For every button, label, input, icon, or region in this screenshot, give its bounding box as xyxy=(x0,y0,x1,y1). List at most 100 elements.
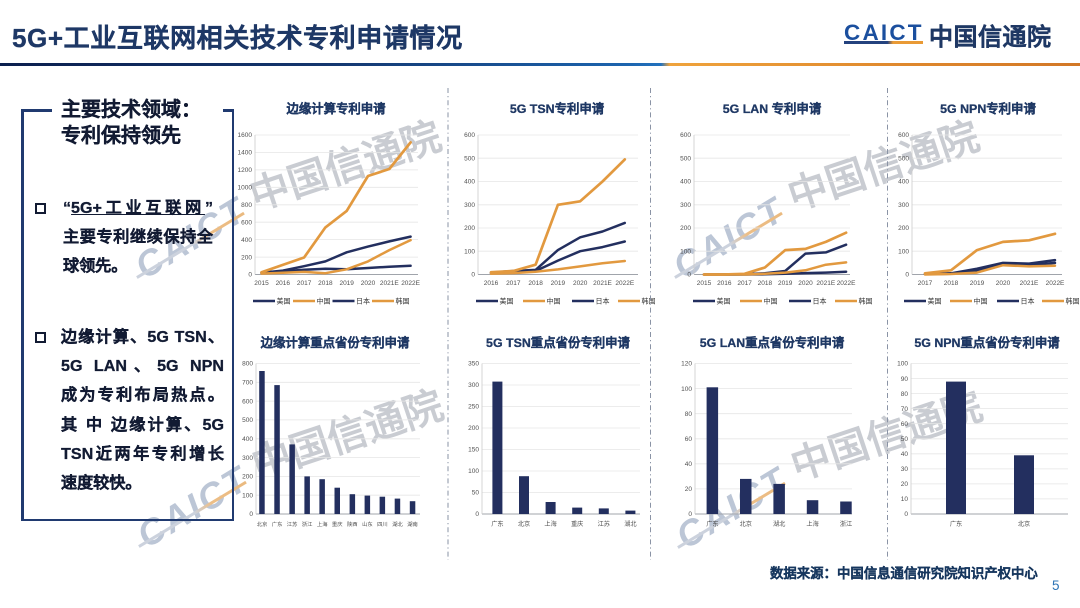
svg-text:中国: 中国 xyxy=(974,297,988,306)
svg-text:120: 120 xyxy=(681,361,692,368)
svg-text:700: 700 xyxy=(242,380,253,387)
svg-text:2016: 2016 xyxy=(484,280,499,287)
svg-text:2022E: 2022E xyxy=(615,280,634,287)
svg-text:湖北: 湖北 xyxy=(773,520,786,528)
svg-text:美国: 美国 xyxy=(500,297,514,306)
svg-text:2021E: 2021E xyxy=(816,280,835,287)
svg-text:200: 200 xyxy=(242,474,253,481)
svg-text:200: 200 xyxy=(241,254,252,261)
svg-text:2018: 2018 xyxy=(528,280,543,287)
svg-text:广东: 广东 xyxy=(272,520,283,528)
svg-text:边缘计算专利申请: 边缘计算专利申请 xyxy=(285,101,386,116)
svg-text:四川: 四川 xyxy=(377,521,388,528)
svg-text:2020: 2020 xyxy=(798,280,813,287)
svg-text:2017: 2017 xyxy=(297,280,312,287)
svg-text:韩国: 韩国 xyxy=(396,297,410,306)
svg-text:2016: 2016 xyxy=(717,280,732,287)
svg-text:湖北: 湖北 xyxy=(392,520,403,528)
svg-text:江苏: 江苏 xyxy=(287,520,298,528)
svg-text:2017: 2017 xyxy=(737,280,752,287)
svg-text:300: 300 xyxy=(242,455,253,462)
svg-text:2015: 2015 xyxy=(254,280,269,287)
svg-text:2022E: 2022E xyxy=(401,280,420,287)
svg-text:5G NPN重点省份专利申请: 5G NPN重点省份专利申请 xyxy=(914,335,1060,350)
svg-text:800: 800 xyxy=(242,361,253,368)
svg-text:100: 100 xyxy=(897,361,908,368)
svg-text:0: 0 xyxy=(475,511,479,518)
svg-text:浙江: 浙江 xyxy=(840,520,852,528)
svg-text:0: 0 xyxy=(904,511,908,518)
svg-text:2020: 2020 xyxy=(996,280,1011,287)
svg-text:中国: 中国 xyxy=(317,297,331,306)
svg-text:2018: 2018 xyxy=(944,280,959,287)
svg-text:60: 60 xyxy=(685,436,693,443)
svg-text:200: 200 xyxy=(898,225,909,232)
svg-text:北京: 北京 xyxy=(740,520,752,528)
svg-text:50: 50 xyxy=(472,490,480,497)
svg-text:600: 600 xyxy=(898,132,909,139)
svg-text:200: 200 xyxy=(468,425,479,432)
svg-text:5G NPN专利申请: 5G NPN专利申请 xyxy=(940,101,1036,116)
svg-text:湖南: 湖南 xyxy=(407,520,418,528)
svg-text:2020: 2020 xyxy=(573,280,588,287)
svg-text:0: 0 xyxy=(688,511,692,518)
svg-text:400: 400 xyxy=(464,179,475,186)
svg-text:10: 10 xyxy=(901,496,909,503)
svg-text:300: 300 xyxy=(464,202,475,209)
svg-text:韩国: 韩国 xyxy=(1066,297,1080,306)
svg-text:2020: 2020 xyxy=(361,280,376,287)
svg-text:0: 0 xyxy=(471,272,475,279)
svg-text:0: 0 xyxy=(905,272,909,279)
svg-text:600: 600 xyxy=(680,132,691,139)
svg-text:广东: 广东 xyxy=(491,520,503,528)
svg-text:100: 100 xyxy=(468,468,479,475)
svg-text:2022E: 2022E xyxy=(1046,280,1065,287)
svg-text:1000: 1000 xyxy=(238,185,253,192)
svg-text:边缘计算重点省份专利申请: 边缘计算重点省份专利申请 xyxy=(260,335,410,350)
svg-text:日本: 日本 xyxy=(596,297,610,306)
svg-text:5G TSN重点省份专利申请: 5G TSN重点省份专利申请 xyxy=(486,335,630,350)
svg-text:100: 100 xyxy=(242,492,253,499)
svg-text:60: 60 xyxy=(901,421,909,428)
svg-text:1200: 1200 xyxy=(238,167,253,174)
svg-text:80: 80 xyxy=(685,411,693,418)
svg-text:40: 40 xyxy=(901,451,909,458)
svg-text:2016: 2016 xyxy=(276,280,291,287)
svg-text:0: 0 xyxy=(687,272,691,279)
svg-text:韩国: 韩国 xyxy=(642,297,656,306)
svg-text:20: 20 xyxy=(901,481,909,488)
svg-text:600: 600 xyxy=(241,219,252,226)
svg-text:90: 90 xyxy=(901,376,909,383)
svg-text:日本: 日本 xyxy=(1021,297,1035,306)
svg-text:日本: 日本 xyxy=(813,297,827,306)
svg-text:600: 600 xyxy=(464,132,475,139)
svg-text:250: 250 xyxy=(468,404,479,411)
svg-text:北京: 北京 xyxy=(518,520,530,528)
svg-text:北京: 北京 xyxy=(1018,520,1030,528)
svg-text:20: 20 xyxy=(685,486,693,493)
svg-text:100: 100 xyxy=(680,248,691,255)
svg-text:陕西: 陕西 xyxy=(347,520,358,528)
svg-text:2021E: 2021E xyxy=(380,280,399,287)
svg-text:300: 300 xyxy=(898,202,909,209)
svg-text:350: 350 xyxy=(468,361,479,368)
svg-text:5G LAN重点省份专利申请: 5G LAN重点省份专利申请 xyxy=(700,335,845,350)
svg-text:上海: 上海 xyxy=(806,520,818,528)
svg-text:30: 30 xyxy=(901,466,909,473)
svg-text:800: 800 xyxy=(241,202,252,209)
svg-text:广东: 广东 xyxy=(950,520,962,528)
svg-text:100: 100 xyxy=(681,386,692,393)
svg-text:500: 500 xyxy=(680,155,691,162)
svg-text:中国: 中国 xyxy=(547,297,561,306)
svg-text:100: 100 xyxy=(464,248,475,255)
svg-text:200: 200 xyxy=(464,225,475,232)
svg-text:300: 300 xyxy=(468,382,479,389)
svg-text:2019: 2019 xyxy=(339,280,354,287)
svg-text:美国: 美国 xyxy=(277,297,291,306)
svg-text:500: 500 xyxy=(898,155,909,162)
svg-text:2018: 2018 xyxy=(758,280,773,287)
svg-text:2021E: 2021E xyxy=(1020,280,1039,287)
svg-text:上海: 上海 xyxy=(544,520,556,528)
svg-text:0: 0 xyxy=(249,511,253,518)
svg-text:100: 100 xyxy=(898,248,909,255)
